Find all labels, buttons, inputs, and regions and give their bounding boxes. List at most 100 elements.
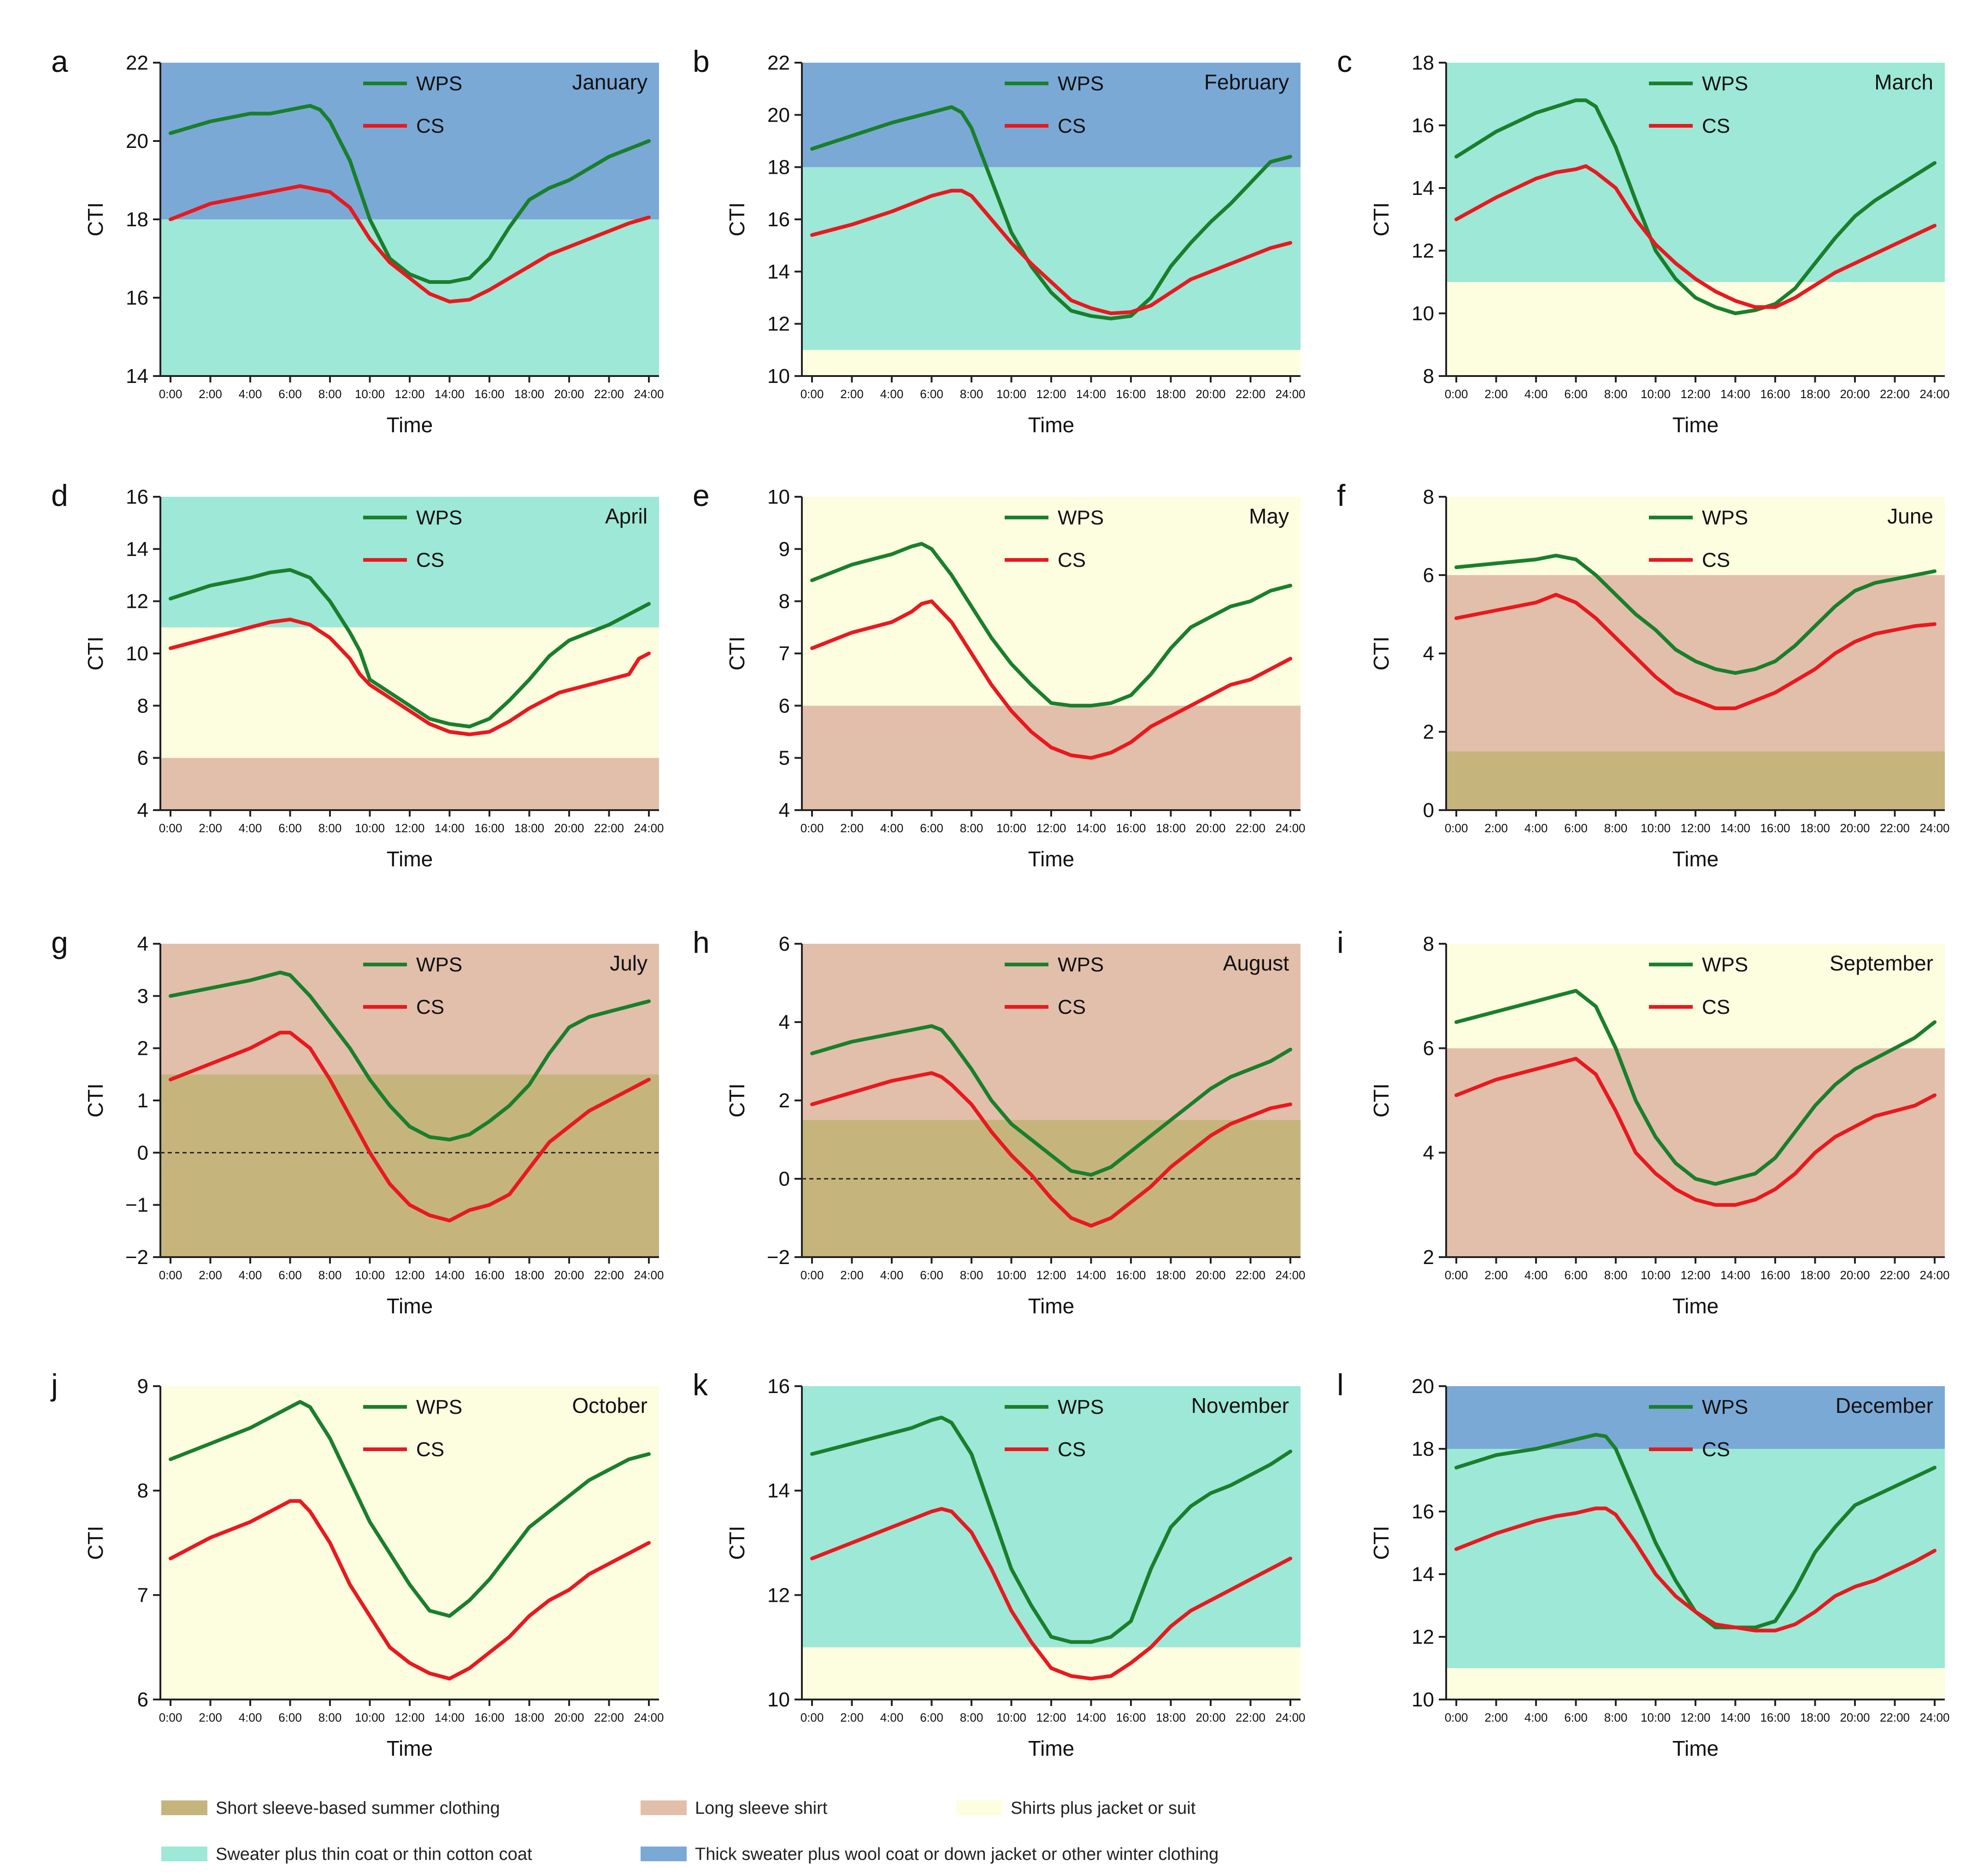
x-tick-label: 10:00	[996, 1268, 1026, 1282]
y-tick-label: 14	[1412, 1563, 1434, 1586]
x-tick-label: 0:00	[1445, 1268, 1468, 1282]
y-tick-label: 6	[137, 1688, 148, 1711]
zone-legend-swatch	[161, 1800, 207, 1815]
zone-band-z2	[1446, 1048, 1945, 1257]
panel-g: −2 −1 0 1 2 3 4 0:00 2:00 4:00 6:00 8:00 10:00 12:00 1…	[51, 925, 664, 1318]
x-tick-label: 12:00	[394, 821, 424, 835]
x-tick-label: 6:00	[278, 387, 302, 401]
y-tick-label: 22	[126, 52, 148, 74]
x-tick-label: 10:00	[996, 821, 1026, 835]
y-tick-label: 10	[1412, 302, 1434, 325]
x-tick-label: 0:00	[159, 1268, 182, 1282]
zone-legend-item-z4: Sweater plus thin coat or thin cotton co…	[161, 1845, 532, 1864]
month-title: July	[610, 951, 647, 975]
series-line-wps	[810, 105, 1292, 321]
x-tick-label: 2:00	[840, 1711, 864, 1724]
y-tick-label: 10	[767, 365, 790, 388]
x-tick-label: 10:00	[996, 1711, 1026, 1724]
y-tick-label: 0	[137, 1141, 148, 1164]
y-tick-label: 6	[1423, 564, 1434, 587]
x-tick-label: 0:00	[1445, 821, 1468, 835]
zone-legend: Short sleeve-based summer clothing Long s…	[161, 1799, 1218, 1864]
series-line-cs	[169, 617, 651, 736]
x-tick-label: 8:00	[960, 821, 983, 835]
series-line-wps	[169, 104, 651, 284]
x-tick-label: 14:00	[435, 387, 465, 401]
x-tick-label: 24:00	[1275, 821, 1305, 835]
zone-band-z3	[1446, 1668, 1945, 1700]
y-tick-label: 6	[1423, 1037, 1434, 1060]
month-title: April	[605, 504, 647, 528]
x-tick-label: 16:00	[474, 1711, 504, 1724]
month-title: June	[1887, 504, 1933, 528]
panel-c: 8 10 12 14 16 18 0:00 2:00 4:00 6:00 8:00 10:00 12:0…	[1337, 44, 1950, 437]
y-tick-label: 4	[1423, 1141, 1434, 1164]
y-tick-label: 14	[1412, 177, 1434, 200]
y-axis-title: CTI	[1369, 1083, 1393, 1117]
x-tick-label: 10:00	[355, 1268, 385, 1282]
x-tick-label: 4:00	[239, 387, 262, 401]
x-tick-label: 20:00	[1840, 1711, 1870, 1724]
x-tick-label: 12:00	[1036, 1268, 1066, 1282]
zone-legend-label: Shirts plus jacket or suit	[1011, 1799, 1196, 1818]
y-tick-label: 18	[1412, 52, 1434, 74]
x-tick-label: 20:00	[1840, 1268, 1870, 1282]
x-tick-label: 20:00	[1195, 387, 1225, 401]
x-tick-label: 24:00	[1919, 1268, 1949, 1282]
zone-legend-item-z1: Short sleeve-based summer clothing	[161, 1799, 500, 1818]
y-axis-title: CTI	[83, 1083, 107, 1117]
x-tick-label: 22:00	[1236, 387, 1266, 401]
legend-label-cs: CS	[1058, 1438, 1086, 1461]
x-tick-label: 14:00	[1076, 1268, 1106, 1282]
x-axis-title: Time	[387, 413, 433, 437]
panel-letter: e	[693, 478, 710, 512]
legend-label-wps: WPS	[416, 506, 462, 529]
x-tick-label: 8:00	[1604, 821, 1628, 835]
month-title: November	[1191, 1394, 1289, 1417]
x-tick-label: 20:00	[1840, 821, 1870, 835]
panel-d: 4 6 8 10 12 14 16 0:00 2:00 4:00 6:00 8:00 10:00 12:0…	[51, 478, 664, 871]
x-tick-label: 20:00	[554, 1711, 584, 1724]
y-tick-label: −2	[125, 1246, 148, 1269]
zone-band-z5	[1446, 1386, 1945, 1449]
y-tick-label: 4	[137, 933, 148, 955]
x-tick-label: 2:00	[1484, 387, 1508, 401]
x-tick-label: 0:00	[159, 821, 182, 835]
y-tick-label: 2	[1423, 721, 1434, 743]
y-tick-label: 16	[1412, 114, 1434, 137]
series-line-wps	[1454, 553, 1937, 675]
x-axis-title: Time	[1672, 1294, 1719, 1318]
y-tick-label: 0	[1423, 799, 1434, 822]
zone-band-z4	[1446, 1449, 1945, 1668]
legend-label-cs: CS	[1702, 996, 1730, 1018]
y-tick-label: 9	[779, 538, 790, 560]
x-tick-label: 16:00	[1116, 387, 1146, 401]
x-tick-label: 18:00	[514, 821, 544, 835]
series-line-wps	[810, 1416, 1292, 1644]
panel-l: 10 12 14 16 18 20 0:00 2:00 4:00 6:00 8:00 10:00 12:…	[1337, 1368, 1950, 1760]
panel-e: 4 5 6 7 8 9 10 0:00 2:00 4:00 6:00 8:00 10:00 12:00 14…	[693, 478, 1306, 871]
y-axis-title: CTI	[1369, 202, 1393, 236]
x-tick-label: 10:00	[355, 821, 385, 835]
x-tick-label: 20:00	[554, 1268, 584, 1282]
x-tick-label: 10:00	[1641, 1711, 1671, 1724]
month-title: December	[1836, 1394, 1933, 1417]
x-tick-label: 24:00	[1275, 387, 1305, 401]
x-tick-label: 14:00	[435, 1268, 465, 1282]
x-tick-label: 6:00	[278, 821, 302, 835]
x-tick-label: 22:00	[1236, 1268, 1266, 1282]
month-title: February	[1204, 70, 1289, 94]
x-tick-label: 6:00	[1564, 1268, 1588, 1282]
x-axis-title: Time	[387, 847, 433, 871]
y-tick-label: 14	[767, 1480, 790, 1502]
x-tick-label: 2:00	[840, 821, 864, 835]
x-tick-label: 12:00	[1680, 387, 1710, 401]
legend-label-wps: WPS	[1058, 1396, 1104, 1418]
x-tick-label: 16:00	[1116, 821, 1146, 835]
x-tick-label: 0:00	[801, 821, 824, 835]
x-tick-label: 24:00	[634, 1268, 664, 1282]
zone-legend-swatch	[641, 1847, 687, 1861]
y-tick-label: 16	[767, 1375, 790, 1398]
x-tick-label: 0:00	[159, 387, 182, 401]
x-tick-label: 6:00	[278, 1268, 302, 1282]
